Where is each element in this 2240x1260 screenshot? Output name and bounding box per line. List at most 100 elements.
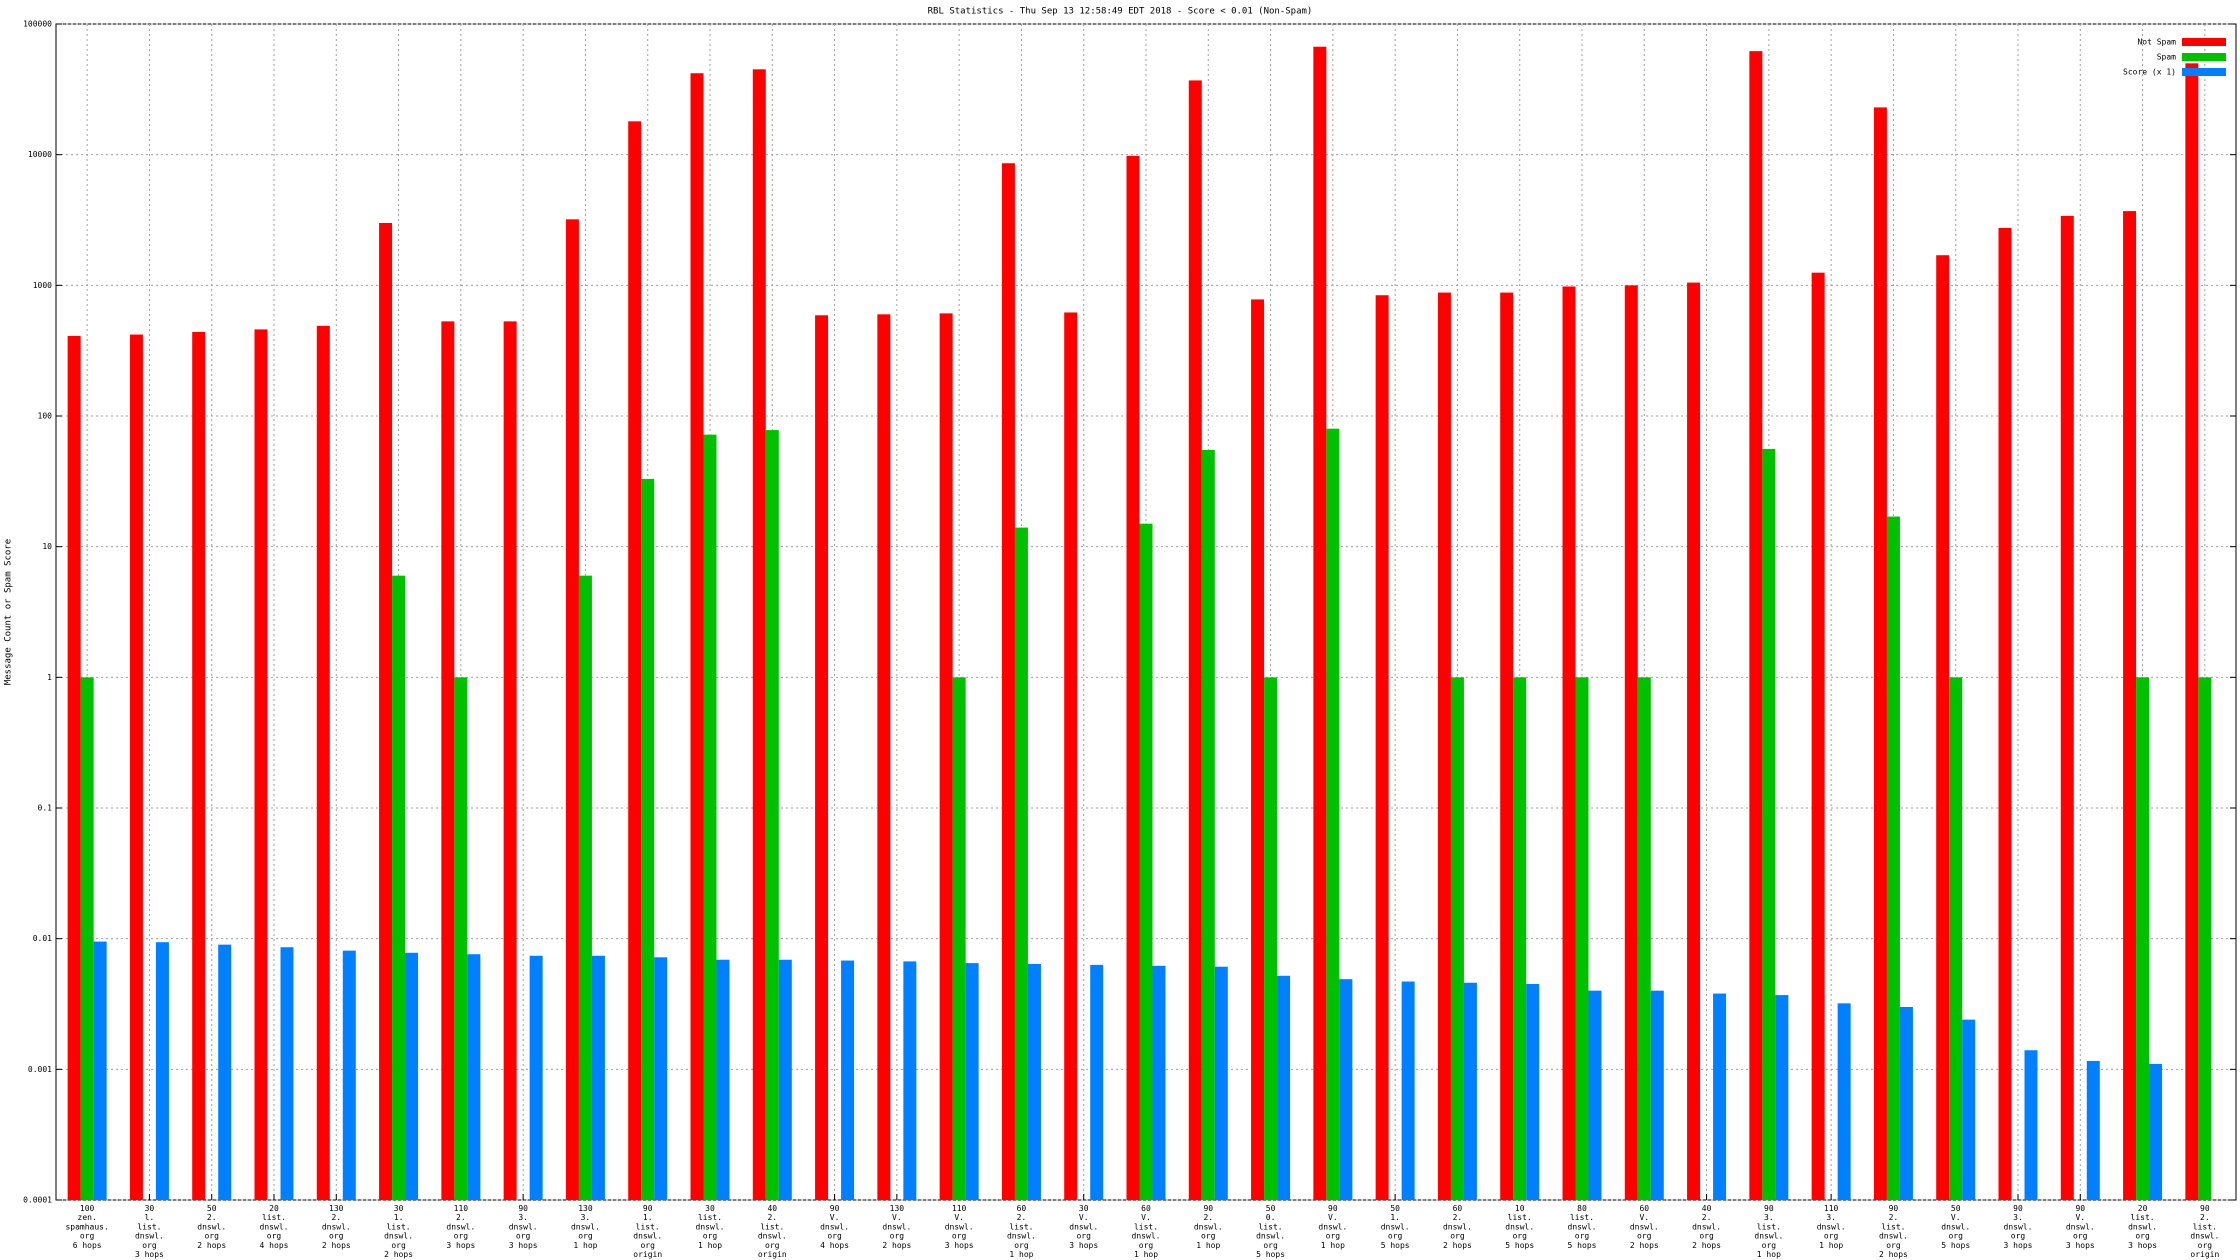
- bar: [1713, 993, 1727, 1200]
- bar: [1886, 516, 1900, 1200]
- bar: [1687, 282, 1701, 1201]
- bar: [628, 121, 642, 1201]
- bar: [578, 575, 592, 1200]
- bar: [591, 955, 605, 1200]
- bar: [503, 321, 517, 1200]
- bar: [1762, 448, 1776, 1200]
- bar: [93, 941, 107, 1200]
- bar: [1562, 286, 1576, 1200]
- bar: [1936, 255, 1950, 1201]
- bar: [1264, 677, 1278, 1200]
- bar: [1526, 983, 1540, 1200]
- bar: [1949, 677, 1963, 1200]
- bar: [1513, 677, 1527, 1200]
- x-tick-label: 130 2. dnswl. org 2 hops: [322, 1204, 351, 1250]
- bar: [778, 959, 792, 1200]
- bar: [716, 959, 730, 1200]
- y-tick-label: 1000: [33, 281, 52, 290]
- x-tick-label: 20 list. dnswl. org 3 hops: [2128, 1204, 2157, 1250]
- bar: [815, 315, 829, 1200]
- bar: [2198, 677, 2212, 1200]
- bar: [654, 957, 668, 1200]
- bar: [2024, 1050, 2038, 1200]
- bar: [1251, 299, 1265, 1200]
- y-tick-label: 0.0001: [23, 1196, 52, 1205]
- x-tick-label: 50 1. dnswl. org 5 hops: [1381, 1204, 1410, 1250]
- bar: [1873, 107, 1887, 1201]
- x-tick-label: 60 2. dnswl. org 2 hops: [1443, 1204, 1472, 1250]
- bar: [1064, 312, 1078, 1200]
- bar: [1837, 1003, 1851, 1200]
- x-tick-label: 50 0. list. dnswl. org 5 hops: [1256, 1204, 1285, 1259]
- bar: [1463, 982, 1477, 1200]
- bar: [690, 73, 704, 1200]
- bar: [752, 69, 766, 1200]
- bar: [1624, 285, 1638, 1200]
- bar: [1001, 163, 1015, 1200]
- x-tick-label: 60 V. dnswl. org 2 hops: [1630, 1204, 1659, 1250]
- bar: [1339, 979, 1353, 1200]
- bar: [405, 952, 419, 1200]
- bar: [254, 329, 268, 1200]
- bar: [765, 430, 779, 1201]
- bar: [1090, 964, 1104, 1200]
- bar: [1152, 965, 1166, 1200]
- bar: [1188, 80, 1202, 1201]
- x-tick-label: 30 list. dnswl. org 1 hop: [696, 1204, 725, 1250]
- y-tick-label: 0.001: [28, 1065, 52, 1074]
- bar: [1588, 990, 1602, 1200]
- x-tick-label: 60 2. list. dnswl. org 1 hop: [1007, 1204, 1036, 1259]
- chart-title: RBL Statistics - Thu Sep 13 12:58:49 EDT…: [928, 7, 1313, 17]
- bar: [342, 950, 356, 1200]
- bar: [2086, 1060, 2100, 1200]
- legend-label: Not Spam: [2137, 38, 2176, 47]
- x-tick-label: 100 zen. spamhaus. org 6 hops: [65, 1204, 108, 1250]
- x-tick-label: 90 2. list. dnswl. org 2 hops: [1879, 1204, 1908, 1259]
- bar: [155, 942, 169, 1200]
- bar: [1375, 295, 1389, 1200]
- bar: [565, 219, 579, 1200]
- x-tick-label: 10 list. dnswl. org 5 hops: [1505, 1204, 1534, 1250]
- bar: [1899, 1006, 1913, 1200]
- legend-label: Score (x 1): [2123, 68, 2176, 77]
- x-tick-label: 40 2. dnswl. org 2 hops: [1692, 1204, 1721, 1250]
- y-tick-label: 0.01: [33, 934, 52, 943]
- x-tick-label: 110 3. dnswl. org 1 hop: [1817, 1204, 1846, 1250]
- bar: [939, 313, 953, 1201]
- bar: [2149, 1063, 2163, 1200]
- x-tick-label: 30 V. dnswl. org 3 hops: [1069, 1204, 1098, 1250]
- x-tick-label: 30 1. list. dnswl. org 2 hops: [384, 1204, 413, 1259]
- y-tick-label: 0.1: [38, 804, 53, 813]
- bar: [1126, 155, 1140, 1201]
- bar: [1500, 292, 1514, 1200]
- bar: [1637, 677, 1651, 1200]
- x-tick-label: 90 V. dnswl. org 1 hop: [1318, 1204, 1347, 1250]
- bar: [1962, 1019, 1976, 1200]
- x-tick-label: 50 V. dnswl. org 5 hops: [1941, 1204, 1970, 1250]
- bar: [952, 677, 966, 1200]
- x-tick-label: 50 2. dnswl. org 2 hops: [197, 1204, 226, 1250]
- bar: [1575, 677, 1589, 1200]
- x-tick-label: 20 list. dnswl. org 4 hops: [260, 1204, 289, 1250]
- bar: [2123, 211, 2137, 1200]
- bar: [67, 335, 81, 1200]
- bar: [379, 222, 393, 1200]
- bar: [80, 677, 94, 1200]
- x-tick-label: 90 1. list. dnswl. org origin: [633, 1204, 662, 1259]
- bar: [965, 963, 979, 1200]
- x-tick-label: 90 3. dnswl. org 3 hops: [509, 1204, 538, 1250]
- bar: [1437, 292, 1451, 1200]
- x-tick-label: 90 3. dnswl. org 3 hops: [2004, 1204, 2033, 1250]
- x-tick-label: 130 V. dnswl. org 2 hops: [882, 1204, 911, 1250]
- x-tick-label: 110 V. dnswl. org 3 hops: [945, 1204, 974, 1250]
- bar: [392, 575, 406, 1200]
- bar: [441, 321, 455, 1200]
- bar: [280, 947, 294, 1200]
- legend-swatch: [2182, 53, 2226, 61]
- bar: [1811, 272, 1825, 1200]
- x-tick-label: 130 3. dnswl. org 1 hop: [571, 1204, 600, 1250]
- x-tick-label: 90 V. dnswl. org 4 hops: [820, 1204, 849, 1250]
- x-tick-label: 90 2. list. dnswl. org origin: [2190, 1204, 2219, 1259]
- bar: [877, 314, 891, 1201]
